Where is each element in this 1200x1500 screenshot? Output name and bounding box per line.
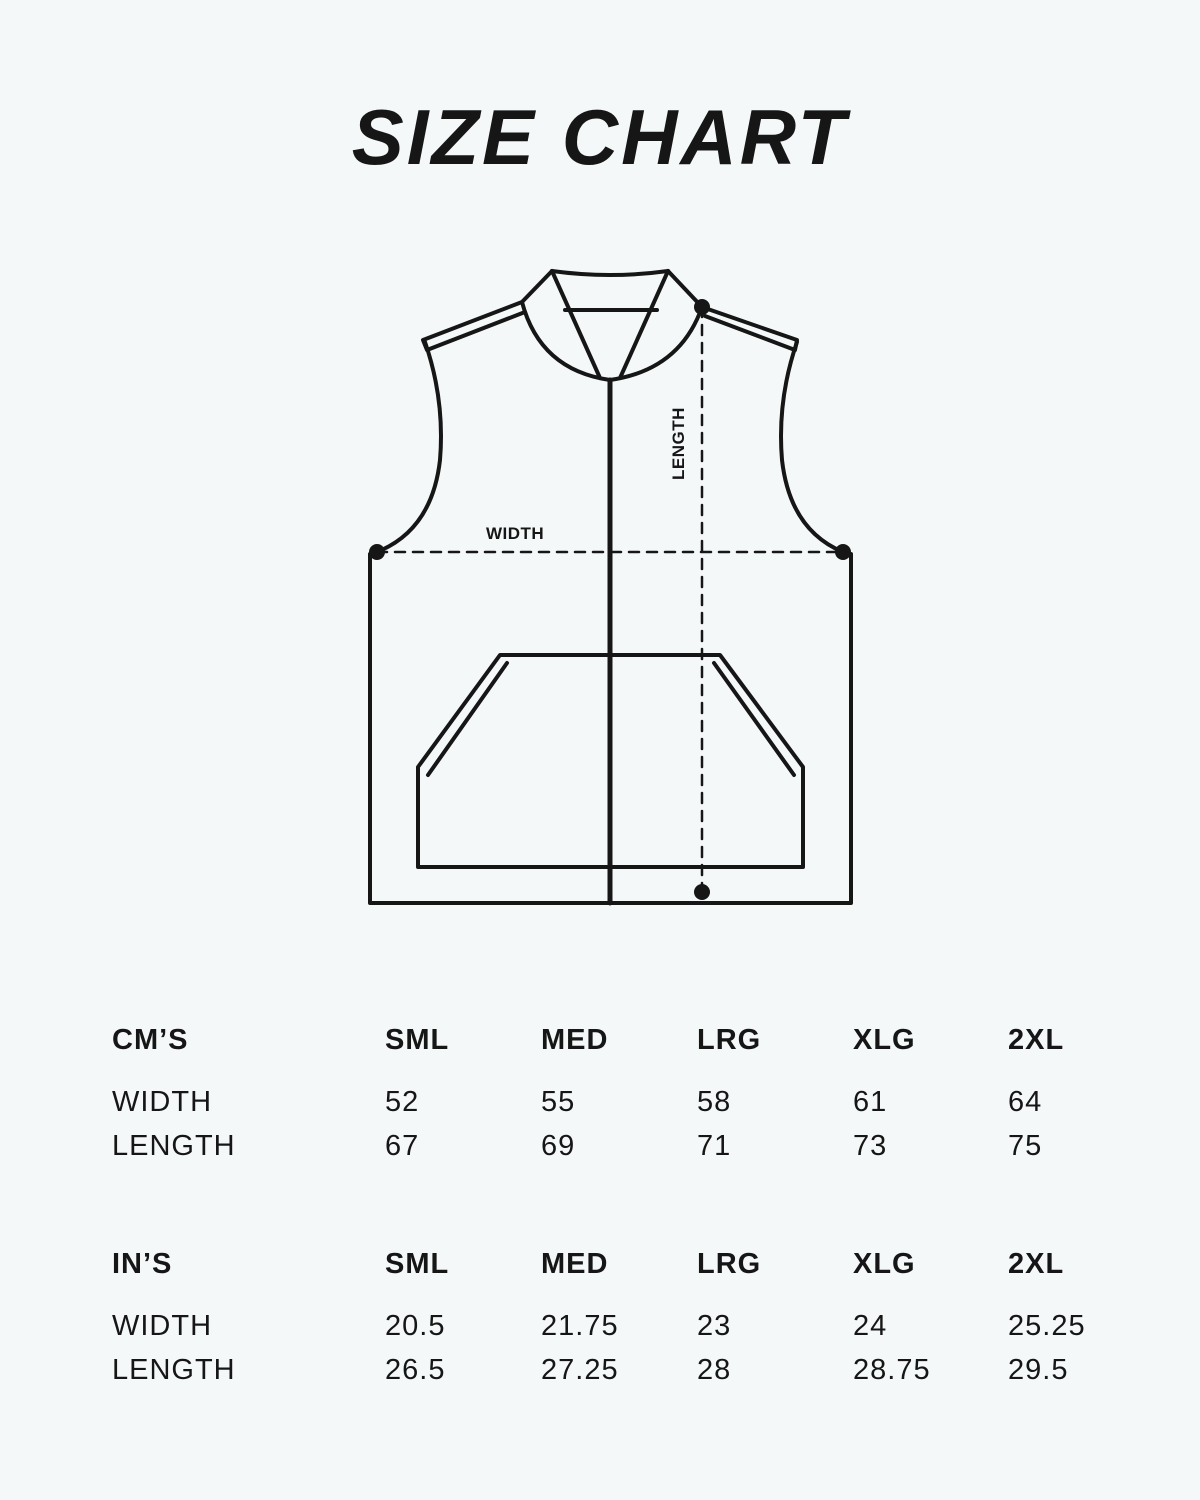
unit-header: CM’S (112, 1024, 189, 1056)
cell-value: 71 (697, 1130, 732, 1162)
cell-value: 29.5 (1008, 1354, 1069, 1386)
size-header: MED (541, 1248, 609, 1280)
cell-value: 23 (697, 1310, 732, 1342)
cell-value: 73 (853, 1130, 888, 1162)
row-label: LENGTH (112, 1354, 236, 1386)
cell-value: 20.5 (385, 1310, 446, 1342)
size-header: MED (541, 1024, 609, 1056)
row-label: WIDTH (112, 1310, 213, 1342)
cell-value: 55 (541, 1086, 576, 1118)
cell-value: 28 (697, 1354, 732, 1386)
armholes (375, 340, 845, 554)
pocket (416, 653, 805, 869)
cell-value: 24 (853, 1310, 888, 1342)
cell-value: 26.5 (385, 1354, 446, 1386)
cell-value: 28.75 (853, 1354, 931, 1386)
unit-header: IN’S (112, 1248, 173, 1280)
size-header: XLG (853, 1024, 916, 1056)
length-end-dot (694, 884, 710, 900)
cell-value: 21.75 (541, 1310, 619, 1342)
size-header: XLG (853, 1248, 916, 1280)
size-header: LRG (697, 1248, 762, 1280)
cell-value: 58 (697, 1086, 732, 1118)
cell-value: 75 (1008, 1130, 1043, 1162)
width-end-dot (835, 544, 851, 560)
cell-value: 25.25 (1008, 1310, 1086, 1342)
cell-value: 52 (385, 1086, 420, 1118)
size-header: SML (385, 1248, 450, 1280)
size-header: 2XL (1008, 1024, 1065, 1056)
row-label: LENGTH (112, 1130, 236, 1162)
cell-value: 27.25 (541, 1354, 619, 1386)
vest-diagram: WIDTH LENGTH (368, 269, 853, 906)
cell-value: 69 (541, 1130, 576, 1162)
cell-value: 64 (1008, 1086, 1043, 1118)
cell-value: 61 (853, 1086, 888, 1118)
page-title: SIZE CHART (351, 93, 849, 181)
length-label: LENGTH (669, 407, 688, 480)
collar (520, 269, 704, 382)
size-header: 2XL (1008, 1248, 1065, 1280)
length-start-dot (694, 299, 710, 315)
row-label: WIDTH (112, 1086, 213, 1118)
width-start-dot (369, 544, 385, 560)
width-label: WIDTH (486, 524, 544, 543)
size-header: LRG (697, 1024, 762, 1056)
size-header: SML (385, 1024, 450, 1056)
cell-value: 67 (385, 1130, 420, 1162)
